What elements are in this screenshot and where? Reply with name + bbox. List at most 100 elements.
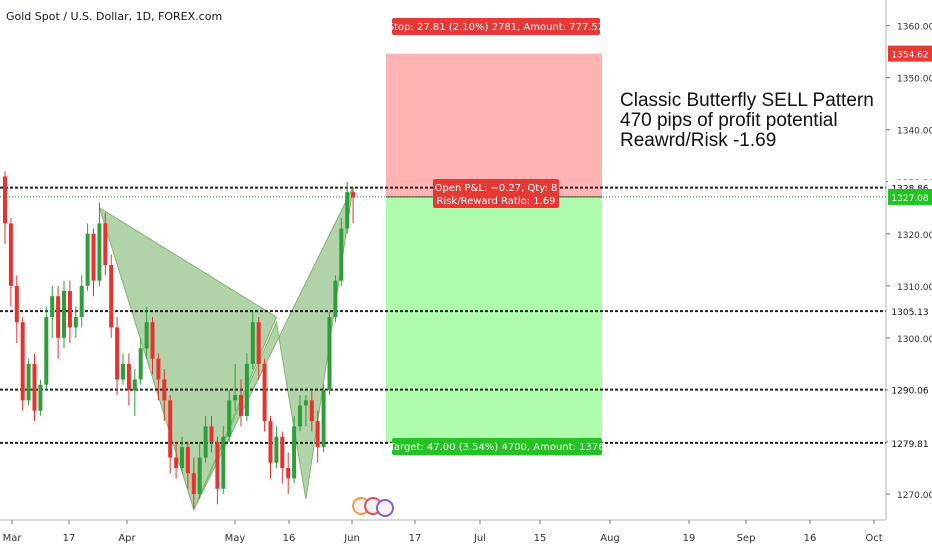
candle-body	[274, 436, 279, 463]
candle-body	[233, 395, 238, 401]
time-tick-label: Sep	[737, 533, 756, 544]
candle-body	[315, 421, 320, 448]
candle-body	[292, 426, 297, 479]
time-tick-label: 19	[683, 533, 696, 544]
price-tick-label: 1340.00	[897, 127, 932, 137]
candle-body	[327, 317, 332, 390]
price-tick-label: 1310.00	[897, 283, 932, 293]
candle-body	[262, 363, 267, 422]
candle-body	[50, 296, 55, 318]
candle-body	[14, 285, 19, 323]
candle-body	[162, 379, 167, 401]
stop-price-tag	[888, 45, 932, 62]
candle-body	[3, 176, 7, 224]
stop-loss-zone[interactable]	[386, 53, 602, 197]
last-price-tag-text: 1327.08	[891, 194, 928, 204]
time-tick-label: Oct	[865, 533, 882, 544]
event-markers[interactable]	[352, 497, 394, 517]
price-tick-label: 1360.00	[897, 23, 932, 33]
candle-body	[221, 436, 226, 489]
candle-body	[268, 421, 273, 463]
chart-title: Gold Spot / U.S. Dollar, 1D, FOREX.com	[6, 10, 222, 23]
time-tick-label: May	[225, 533, 246, 544]
candle-body	[156, 358, 161, 380]
candle-body	[298, 405, 302, 427]
candle-body	[85, 233, 90, 286]
candle-body	[109, 265, 114, 328]
last-price-tag	[888, 188, 932, 205]
time-tick-label: 17	[63, 533, 76, 544]
time-tick-label: 16	[804, 533, 817, 544]
time-tick-label: 15	[534, 533, 547, 544]
dividend-event-icon[interactable]	[376, 499, 394, 517]
candle-body	[62, 291, 66, 338]
candle-body	[339, 228, 344, 281]
candle-body	[168, 400, 173, 458]
stop-label: Stop: 27.81 (2.10%) 2781, Amount: 777.52	[388, 18, 604, 35]
candle-body	[56, 296, 61, 338]
level-price-tag	[888, 303, 932, 320]
candle-body	[209, 426, 214, 442]
annotation-line-3: Reawrd/Risk -1.69	[620, 130, 776, 151]
candle-body	[8, 223, 13, 286]
target-label: Target: 47.00 (3.54%) 4700, Amount: 1376	[388, 438, 605, 455]
candle-body	[309, 400, 314, 422]
time-tick-label: 17	[409, 533, 422, 544]
target-label-text: Target: 47.00 (3.54%) 4700, Amount: 1376	[388, 442, 604, 453]
candle-body	[67, 291, 72, 328]
candle-body	[38, 384, 43, 411]
candle-body	[180, 447, 184, 468]
candle-body	[203, 426, 208, 458]
price-tick-label: 1320.00	[897, 231, 932, 241]
rr-label-text: Risk/Reward Ratio: 1.69	[436, 196, 555, 207]
pnl-label: Open P&L: −0.27, Qty: 8 Risk/Reward Rati…	[433, 179, 559, 208]
level-price-tag-text: 1290.06	[891, 387, 928, 397]
time-tick-label: 16	[283, 533, 296, 544]
time-axis[interactable]: Mar 17 Apr May 16 Jun 17 Jul 15 Aug 19 Sep 16 Oct	[3, 520, 883, 544]
take-profit-zone[interactable]	[386, 196, 602, 443]
stop-price-tag-text: 1354.62	[891, 51, 928, 61]
candle-body	[79, 285, 84, 318]
candle-body	[132, 379, 137, 390]
candle-body	[26, 363, 31, 401]
candle-body	[191, 473, 196, 494]
candle-body	[280, 436, 285, 468]
candle-body	[333, 280, 338, 318]
time-tick-label: Aug	[600, 533, 620, 544]
price-tick-label: 1300.00	[897, 335, 932, 345]
level-price-tag	[888, 434, 932, 451]
candle-body	[345, 192, 350, 229]
candle-body	[185, 447, 190, 474]
candle-body	[91, 233, 96, 281]
candle-body	[32, 363, 37, 411]
price-tick-label: 1350.00	[897, 75, 932, 85]
candle-body	[303, 400, 308, 406]
time-tick-label: Jun	[343, 533, 360, 544]
candle-body	[20, 322, 25, 401]
candle-body	[321, 389, 326, 448]
candle-body	[227, 400, 232, 437]
candle-body	[244, 363, 249, 416]
time-tick-label: Jul	[473, 533, 486, 544]
annotation-text: Classic Butterfly SELL Pattern 470 pips …	[620, 90, 874, 151]
candle-body	[351, 192, 356, 198]
time-tick-label: Mar	[3, 533, 23, 544]
candle-body	[97, 223, 102, 281]
candle-body	[250, 322, 255, 364]
candle-body	[174, 457, 179, 468]
pnl-label-text: Open P&L: −0.27, Qty: 8	[435, 183, 558, 194]
price-tags: 1354.621328.861305.131290.061279.811327.…	[888, 45, 932, 451]
time-tick-label: Apr	[118, 533, 136, 544]
candle-body	[150, 322, 155, 359]
annotation-line-1: Classic Butterfly SELL Pattern	[620, 90, 874, 111]
level-price-tag	[888, 381, 932, 398]
candle-body	[256, 322, 261, 364]
candle-body	[197, 457, 202, 494]
candle-body	[144, 322, 149, 349]
level-price-tag-text: 1305.13	[891, 308, 928, 318]
candle-body	[115, 327, 120, 380]
candle-body	[126, 363, 131, 390]
candle-body	[286, 467, 291, 479]
